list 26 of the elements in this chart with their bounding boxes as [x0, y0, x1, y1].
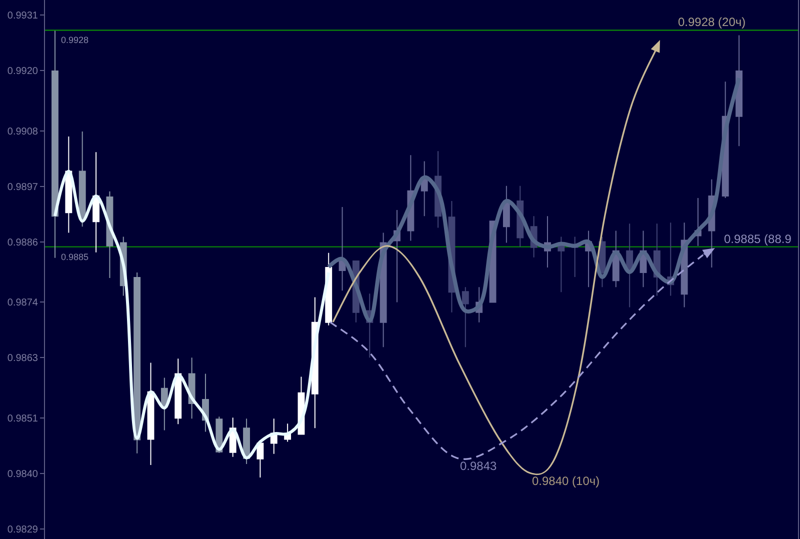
candlestick: [338, 206, 346, 292]
candlestick: [462, 286, 469, 348]
y-tick-label: 0.9874: [7, 298, 38, 309]
annotation: 0.9885 (88.9: [724, 232, 792, 246]
annotation: 0.9843: [460, 459, 498, 473]
y-tick-label: 0.9931: [7, 10, 38, 22]
candlestick: [52, 30, 58, 258]
candlestick: [147, 362, 154, 466]
annotation: 0.9840 (10ч): [532, 474, 600, 488]
candlestick: [78, 130, 86, 228]
y-tick-label: 0.9840: [7, 469, 38, 480]
y-tick-label: 0.9829: [7, 524, 38, 536]
candlestick: [160, 377, 168, 431]
y-tick-label: 0.9920: [7, 66, 38, 78]
candlestick: [134, 272, 141, 454]
y-tick-label: 0.9851: [7, 414, 38, 425]
ref-line-label: 0.9928: [61, 35, 89, 45]
annotation: 0.9928 (20ч): [678, 15, 746, 29]
y-tick-label: 0.9908: [7, 126, 38, 138]
y-tick-label: 0.9886: [7, 237, 38, 248]
candlestick: [92, 152, 100, 253]
y-tick-label: 0.9863: [7, 353, 38, 364]
candlestick: [174, 358, 182, 425]
y-tick-label: 0.9897: [7, 182, 38, 193]
line-series: [53, 170, 330, 460]
ref-line-label: 0.9885: [61, 252, 89, 262]
